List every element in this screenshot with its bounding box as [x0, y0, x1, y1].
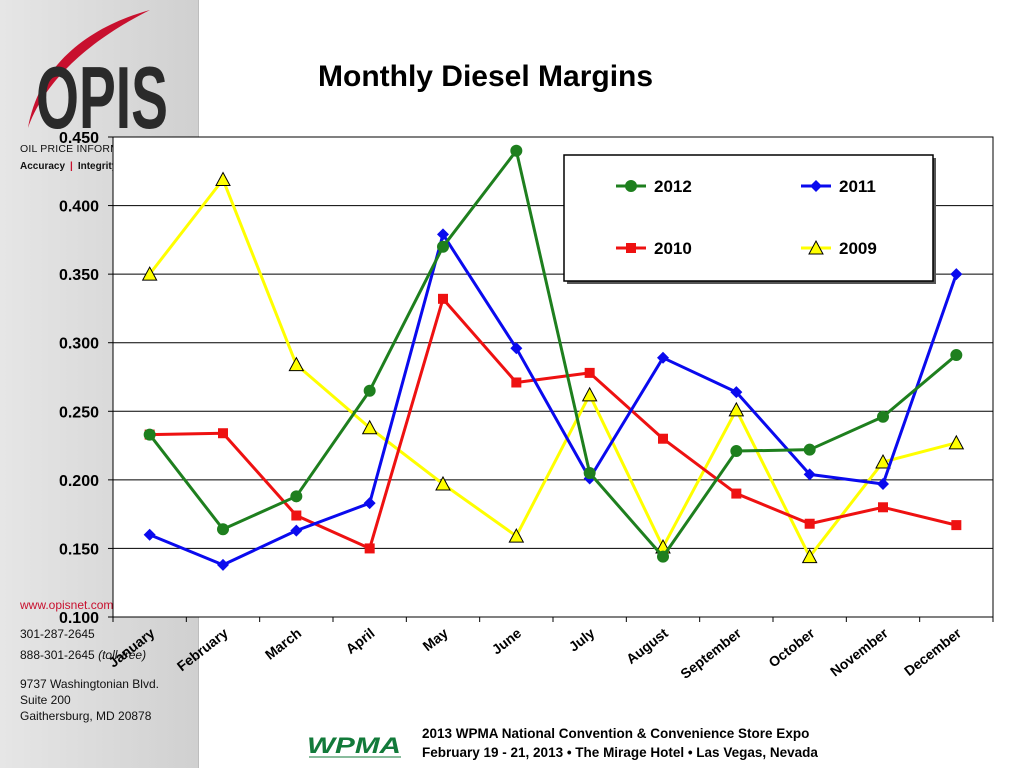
point-2012-may: [437, 240, 449, 253]
tagline-accuracy: Accuracy: [20, 161, 66, 172]
point-2009-september: [728, 401, 745, 417]
tollfree-value: 888-301-2645: [20, 648, 95, 662]
point-2011-october: [803, 468, 816, 481]
point-2012-february: [217, 523, 229, 536]
tagline-integrity: Integrity: [77, 161, 118, 172]
point-2010-may: [438, 293, 448, 304]
point-2012-april: [363, 384, 376, 397]
phone-number: 301-287-2645: [20, 627, 95, 641]
point-2012-august: [657, 550, 669, 563]
point-2009-november: [875, 453, 891, 469]
point-2009-march: [288, 356, 305, 372]
tagline-separator: |: [70, 161, 73, 172]
point-2011-june: [510, 342, 523, 355]
tollfree-number: 888-301-2645 (toll-free): [20, 648, 146, 662]
series-line-2011: [149, 232, 958, 567]
point-2009-february: [215, 171, 231, 187]
point-2010-december: [951, 520, 962, 531]
point-2009-may: [435, 475, 451, 491]
y-tick-label: 0.200: [59, 473, 99, 490]
legend-marker-2010: [626, 243, 636, 253]
x-tick-label: October: [765, 624, 818, 670]
address-line-2: Suite 200: [20, 693, 71, 707]
point-2010-november: [878, 502, 888, 513]
point-2012-march: [290, 490, 303, 503]
point-2010-july: [584, 367, 595, 378]
point-2011-august: [657, 351, 669, 364]
x-tick-label: September: [677, 624, 744, 681]
y-tick-label: 0.400: [59, 199, 99, 216]
point-2011-january: [143, 528, 156, 541]
opis-logo: OPIS: [28, 10, 168, 145]
point-2010-august: [658, 433, 668, 444]
point-2010-october: [804, 518, 815, 529]
wpma-logo-text: WPMA: [307, 733, 401, 758]
x-tick-label: November: [827, 624, 891, 679]
point-2010-march: [291, 510, 302, 521]
point-2009-january: [141, 266, 158, 281]
wpma-logo: WPMA: [307, 733, 401, 758]
point-2011-march: [290, 524, 303, 537]
website-link[interactable]: www.opisnet.com: [20, 598, 114, 612]
point-2012-september: [730, 445, 743, 458]
footer: 2013 WPMA National Convention & Convenie…: [422, 724, 818, 762]
x-tick-label: May: [420, 625, 451, 655]
point-2012-july: [583, 467, 596, 479]
point-2011-april: [363, 497, 376, 510]
point-2009-october: [801, 548, 818, 564]
point-2011-september: [730, 386, 743, 399]
point-2012-december: [950, 349, 963, 362]
chart-title: Monthly Diesel Margins: [318, 60, 654, 93]
x-tick-label: April: [343, 625, 378, 657]
legend-label-2009: 2009: [839, 239, 877, 258]
y-tick-label: 0.100: [59, 610, 99, 627]
y-tick-label: 0.250: [59, 404, 99, 421]
logo-text: OPIS: [36, 48, 168, 145]
legend-label-2011: 2011: [839, 177, 876, 196]
point-2009-july: [581, 386, 598, 402]
point-2009-december: [948, 434, 965, 450]
legend-label-2010: 2010: [654, 239, 692, 258]
point-2009-june: [508, 528, 525, 543]
legend-box: [563, 154, 934, 282]
legend-marker-2012: [625, 180, 637, 192]
y-tick-label: 0.150: [59, 541, 99, 558]
x-tick-label: June: [489, 625, 525, 658]
point-2011-december: [950, 268, 963, 281]
x-tick-label: December: [901, 624, 965, 679]
point-2010-june: [511, 377, 522, 388]
point-2012-october: [803, 443, 816, 456]
x-tick-label: March: [262, 625, 304, 663]
point-2009-april: [361, 419, 378, 435]
y-tick-label: 0.450: [59, 130, 99, 147]
x-tick-label: July: [566, 625, 598, 655]
tollfree-note: (toll-free): [98, 648, 147, 662]
address-line-1: 9737 Washingtonian Blvd.: [20, 677, 159, 691]
point-2010-september: [731, 488, 742, 499]
x-tick-label: January: [105, 625, 157, 671]
y-tick-label: 0.350: [59, 267, 99, 284]
point-2010-february: [218, 428, 228, 439]
series-line-2012: [148, 149, 958, 559]
point-2012-january: [143, 428, 156, 441]
tagline: Accuracy | Integrity: [20, 161, 117, 172]
point-2011-november: [877, 477, 889, 490]
address-line-3: Gaithersburg, MD 20878: [20, 709, 152, 723]
legend-label-2012: 2012: [654, 177, 692, 196]
point-2010-april: [364, 543, 375, 554]
x-tick-label: August: [623, 625, 671, 667]
x-tick-label: February: [174, 625, 231, 675]
series-line-2009: [148, 178, 957, 559]
y-tick-label: 0.300: [59, 336, 99, 353]
footer-line-1: 2013 WPMA National Convention & Convenie…: [422, 726, 810, 741]
legend-marker-2011: [810, 180, 822, 192]
point-2012-november: [877, 410, 889, 423]
point-2011-may: [437, 228, 449, 241]
footer-line-2: February 19 - 21, 2013 • The Mirage Hote…: [422, 745, 818, 760]
point-2012-june: [510, 144, 523, 157]
legend-marker-2009: [808, 239, 824, 255]
point-2011-february: [217, 558, 229, 571]
